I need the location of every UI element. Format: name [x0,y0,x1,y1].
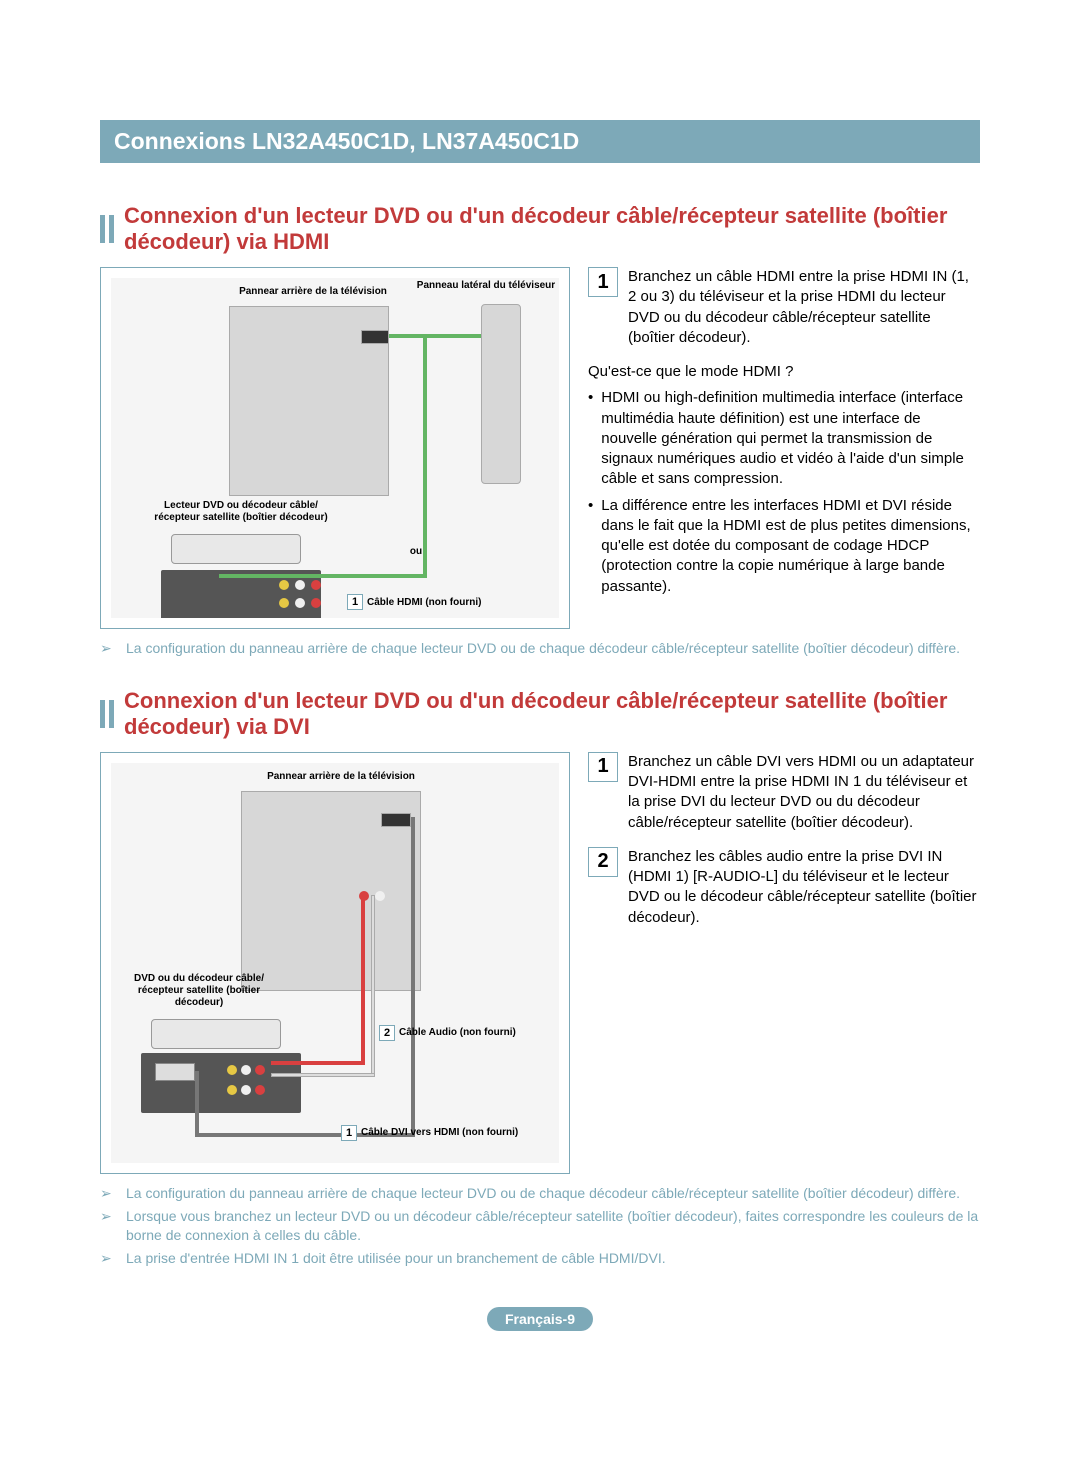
hdmi-label-rear: Pannear arrière de la télévision [233,286,393,298]
section-dvi-heading-row: Connexion d'un lecteur DVD ou d'un décod… [100,688,980,740]
dvi-note-1: ➢ Lorsque vous branchez un lecteur DVD o… [100,1207,980,1245]
page-footer: Français-9 [100,1307,980,1331]
dvi-note-1-text: Lorsque vous branchez un lecteur DVD ou … [126,1207,980,1245]
heading-bars-icon [100,215,114,243]
note-arrow-icon: ➢ [100,1184,118,1203]
dvi-step-2: 2 Branchez les câbles audio entre la pri… [588,847,980,928]
hdmi-diagram: Pannear arrière de la télévision Panneau… [111,278,559,618]
page-title: Connexions LN32A450C1D, LN37A450C1D [114,128,579,154]
hdmi-right-col: 1 Branchez un câble HDMI entre la prise … [588,267,980,603]
note-arrow-icon: ➢ [100,1249,118,1268]
hdmi-step-1-text: Branchez un câble HDMI entre la prise HD… [628,267,980,348]
hdmi-note-0-text: La configuration du panneau arrière de c… [126,639,960,658]
hdmi-callout-1-text: Câble HDMI (non fourni) [367,597,481,608]
dvi-callout-1: 1 Câble DVI vers HDMI (non fourni) [341,1125,518,1141]
page-title-bar: Connexions LN32A450C1D, LN37A450C1D [100,120,980,163]
hdmi-label-side: Panneau latéral du téléviseur [411,280,559,292]
hdmi-step-1-num: 1 [588,267,618,297]
dvi-note-0: ➢ La configuration du panneau arrière de… [100,1184,980,1203]
dvi-callout-1-text: Câble DVI vers HDMI (non fourni) [361,1127,518,1138]
hdmi-label-or: ou [401,546,431,558]
section-hdmi-body: Pannear arrière de la télévision Panneau… [100,267,980,629]
dvi-callout-1-num: 1 [341,1125,357,1141]
section-dvi: Connexion d'un lecteur DVD ou d'un décod… [100,688,980,1268]
dvi-diagram-box: Pannear arrière de la télévision DVD ou … [100,752,570,1174]
section-hdmi-heading-row: Connexion d'un lecteur DVD ou d'un décod… [100,203,980,255]
hdmi-label-device: Lecteur DVD ou décodeur câble/ récepteur… [141,500,341,524]
note-arrow-icon: ➢ [100,639,118,658]
hdmi-bullet-0-text: HDMI ou high-definition multimedia inter… [601,388,980,489]
dvi-callout-2: 2 Câble Audio (non fourni) [379,1025,516,1041]
dvi-label-device: DVD ou du décodeur câble/ récepteur sate… [119,973,279,1009]
dvi-step-2-text: Branchez les câbles audio entre la prise… [628,847,980,928]
hdmi-bullet-1-text: La différence entre les interfaces HDMI … [601,496,980,597]
hdmi-callout-1: 1 Câble HDMI (non fourni) [347,594,481,610]
hdmi-diagram-box: Pannear arrière de la télévision Panneau… [100,267,570,629]
dvi-notes: ➢ La configuration du panneau arrière de… [100,1184,980,1268]
dvi-label-rear: Pannear arrière de la télévision [251,771,431,783]
hdmi-bullet-1: La différence entre les interfaces HDMI … [588,496,980,597]
section-hdmi: Connexion d'un lecteur DVD ou d'un décod… [100,203,980,658]
dvi-step-1-num: 1 [588,752,618,782]
section-dvi-heading: Connexion d'un lecteur DVD ou d'un décod… [124,688,980,740]
hdmi-bullets: HDMI ou high-definition multimedia inter… [588,388,980,597]
hdmi-bullet-0: HDMI ou high-definition multimedia inter… [588,388,980,489]
dvi-step-2-num: 2 [588,847,618,877]
dvi-right-col: 1 Branchez un câble DVI vers HDMI ou un … [588,752,980,942]
dvi-diagram: Pannear arrière de la télévision DVD ou … [111,763,559,1163]
dvi-note-0-text: La configuration du panneau arrière de c… [126,1184,960,1203]
dvi-note-2-text: La prise d'entrée HDMI IN 1 doit être ut… [126,1249,666,1268]
footer-page-number: Français-9 [487,1307,593,1331]
dvi-note-2: ➢ La prise d'entrée HDMI IN 1 doit être … [100,1249,980,1268]
dvi-step-1: 1 Branchez un câble DVI vers HDMI ou un … [588,752,980,833]
heading-bars-icon [100,700,114,728]
section-hdmi-heading: Connexion d'un lecteur DVD ou d'un décod… [124,203,980,255]
note-arrow-icon: ➢ [100,1207,118,1245]
hdmi-callout-1-num: 1 [347,594,363,610]
hdmi-subhead: Qu'est-ce que le mode HDMI ? [588,362,980,382]
hdmi-note-0: ➢ La configuration du panneau arrière de… [100,639,980,658]
hdmi-notes: ➢ La configuration du panneau arrière de… [100,639,980,658]
dvi-step-1-text: Branchez un câble DVI vers HDMI ou un ad… [628,752,980,833]
dvi-callout-2-text: Câble Audio (non fourni) [399,1027,516,1038]
section-dvi-body: Pannear arrière de la télévision DVD ou … [100,752,980,1174]
dvi-callout-2-num: 2 [379,1025,395,1041]
hdmi-step-1: 1 Branchez un câble HDMI entre la prise … [588,267,980,348]
